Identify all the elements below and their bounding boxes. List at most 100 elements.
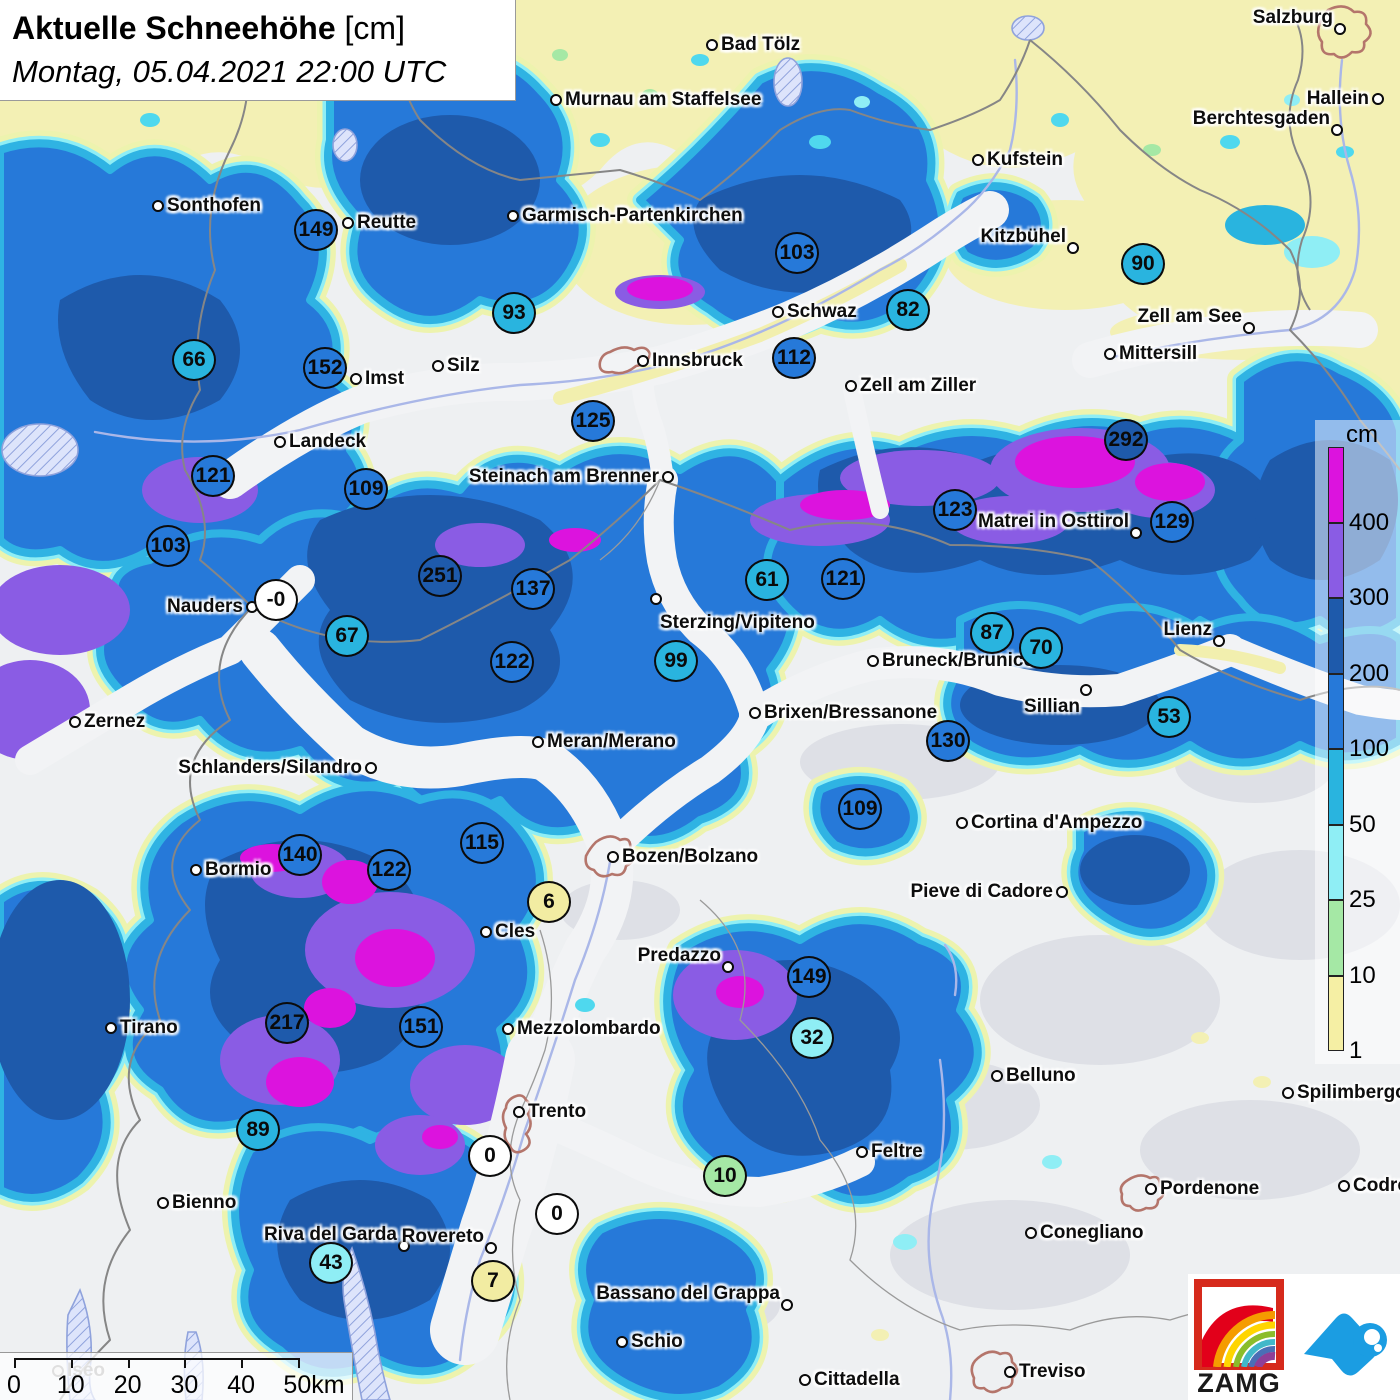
- city-marker[interactable]: [1213, 635, 1225, 647]
- station-value-marker[interactable]: 112: [772, 337, 816, 379]
- station-value-marker[interactable]: 61: [745, 559, 789, 601]
- station-value-marker[interactable]: 129: [1150, 501, 1194, 543]
- station-value-marker[interactable]: 103: [775, 232, 819, 274]
- station-value-marker[interactable]: 115: [460, 822, 504, 864]
- station-value-marker[interactable]: 149: [787, 956, 831, 998]
- city-label: Bozen/Bolzano: [622, 846, 759, 867]
- station-value-marker[interactable]: 82: [886, 289, 930, 331]
- station-value-marker[interactable]: 32: [790, 1017, 834, 1059]
- city-marker[interactable]: [1130, 527, 1142, 539]
- station-value-marker[interactable]: 140: [278, 834, 322, 876]
- station-value-marker[interactable]: 99: [654, 640, 698, 682]
- city-marker[interactable]: [1338, 1180, 1350, 1192]
- station-value-marker[interactable]: 109: [838, 788, 882, 830]
- city-label: Pieve di Cadore: [910, 881, 1053, 902]
- station-value-marker[interactable]: 10: [703, 1155, 747, 1197]
- station-value-marker[interactable]: 130: [926, 720, 970, 762]
- station-value-marker[interactable]: 53: [1147, 696, 1191, 738]
- city-marker[interactable]: [513, 1106, 525, 1118]
- station-value-marker[interactable]: 66: [172, 339, 216, 381]
- station-value-marker[interactable]: 93: [492, 292, 536, 334]
- city-marker[interactable]: [662, 471, 674, 483]
- station-value-marker[interactable]: 151: [399, 1006, 443, 1048]
- city-marker[interactable]: [845, 380, 857, 392]
- city-marker[interactable]: [772, 306, 784, 318]
- city-marker[interactable]: [532, 736, 544, 748]
- city-marker[interactable]: [157, 1197, 169, 1209]
- map-title: Aktuelle Schneehöhe [cm]: [12, 6, 503, 50]
- station-value-marker[interactable]: 43: [309, 1242, 353, 1284]
- city-marker[interactable]: [781, 1299, 793, 1311]
- station-value-marker[interactable]: 121: [821, 558, 865, 600]
- station-value-marker[interactable]: 251: [418, 555, 462, 597]
- station-value-marker[interactable]: 6: [527, 881, 571, 923]
- station-value-marker[interactable]: 109: [344, 468, 388, 510]
- city-marker[interactable]: [1331, 124, 1343, 136]
- station-value-marker[interactable]: 122: [367, 849, 411, 891]
- station-value-marker[interactable]: 152: [303, 347, 347, 389]
- city-marker[interactable]: [1334, 23, 1346, 35]
- station-value-marker[interactable]: 122: [490, 641, 534, 683]
- station-value-marker[interactable]: 103: [146, 525, 190, 567]
- station-value-marker[interactable]: 137: [511, 568, 555, 610]
- city-marker[interactable]: [1025, 1227, 1037, 1239]
- city-marker[interactable]: [485, 1242, 497, 1254]
- city-label: Tirano: [120, 1017, 178, 1038]
- city-marker[interactable]: [502, 1023, 514, 1035]
- city-marker[interactable]: [706, 39, 718, 51]
- station-value-marker[interactable]: 0: [535, 1193, 579, 1235]
- city-label: Hallein: [1306, 88, 1369, 109]
- city-marker[interactable]: [105, 1022, 117, 1034]
- city-marker[interactable]: [398, 1240, 410, 1252]
- station-value-marker[interactable]: 87: [970, 612, 1014, 654]
- city-marker[interactable]: [432, 360, 444, 372]
- station-value-marker[interactable]: 123: [933, 489, 977, 531]
- city-marker[interactable]: [1243, 322, 1255, 334]
- city-marker[interactable]: [365, 762, 377, 774]
- city-marker[interactable]: [342, 217, 354, 229]
- city-marker[interactable]: [856, 1146, 868, 1158]
- station-value-marker[interactable]: 90: [1121, 243, 1165, 285]
- city-marker[interactable]: [152, 200, 164, 212]
- station-value-marker[interactable]: 121: [191, 455, 235, 497]
- city-marker[interactable]: [972, 154, 984, 166]
- city-marker[interactable]: [507, 210, 519, 222]
- station-value-marker[interactable]: -0: [254, 579, 298, 621]
- city-marker[interactable]: [480, 926, 492, 938]
- city-marker[interactable]: [274, 436, 286, 448]
- station-value-marker[interactable]: 7: [471, 1260, 515, 1302]
- city-marker[interactable]: [637, 355, 649, 367]
- city-marker[interactable]: [867, 655, 879, 667]
- station-value-marker[interactable]: 67: [325, 615, 369, 657]
- city-marker[interactable]: [616, 1336, 628, 1348]
- city-marker[interactable]: [607, 851, 619, 863]
- city-marker[interactable]: [1104, 348, 1116, 360]
- city-marker[interactable]: [190, 864, 202, 876]
- city-marker[interactable]: [1372, 93, 1384, 105]
- city-marker[interactable]: [1145, 1183, 1157, 1195]
- city-label: Landeck: [289, 431, 367, 452]
- city-marker[interactable]: [1056, 886, 1068, 898]
- avalanche-service-logo: [1304, 1313, 1387, 1376]
- station-value-marker[interactable]: 292: [1104, 419, 1148, 461]
- station-value-marker[interactable]: 217: [265, 1002, 309, 1044]
- station-value-marker[interactable]: 125: [571, 400, 615, 442]
- city-marker[interactable]: [749, 707, 761, 719]
- city-marker[interactable]: [69, 716, 81, 728]
- city-label: Murnau am Staffelsee: [565, 89, 762, 110]
- station-value-marker[interactable]: 70: [1019, 627, 1063, 669]
- station-value-marker[interactable]: 0: [468, 1135, 512, 1177]
- city-marker[interactable]: [722, 961, 734, 973]
- city-marker[interactable]: [350, 373, 362, 385]
- city-marker[interactable]: [550, 94, 562, 106]
- city-marker[interactable]: [991, 1070, 1003, 1082]
- city-marker[interactable]: [1004, 1366, 1016, 1378]
- city-marker[interactable]: [1080, 684, 1092, 696]
- city-marker[interactable]: [650, 593, 662, 605]
- station-value-marker[interactable]: 149: [294, 209, 338, 251]
- station-value-marker[interactable]: 89: [236, 1109, 280, 1151]
- city-marker[interactable]: [799, 1374, 811, 1386]
- city-marker[interactable]: [1282, 1087, 1294, 1099]
- city-marker[interactable]: [956, 817, 968, 829]
- city-marker[interactable]: [1067, 242, 1079, 254]
